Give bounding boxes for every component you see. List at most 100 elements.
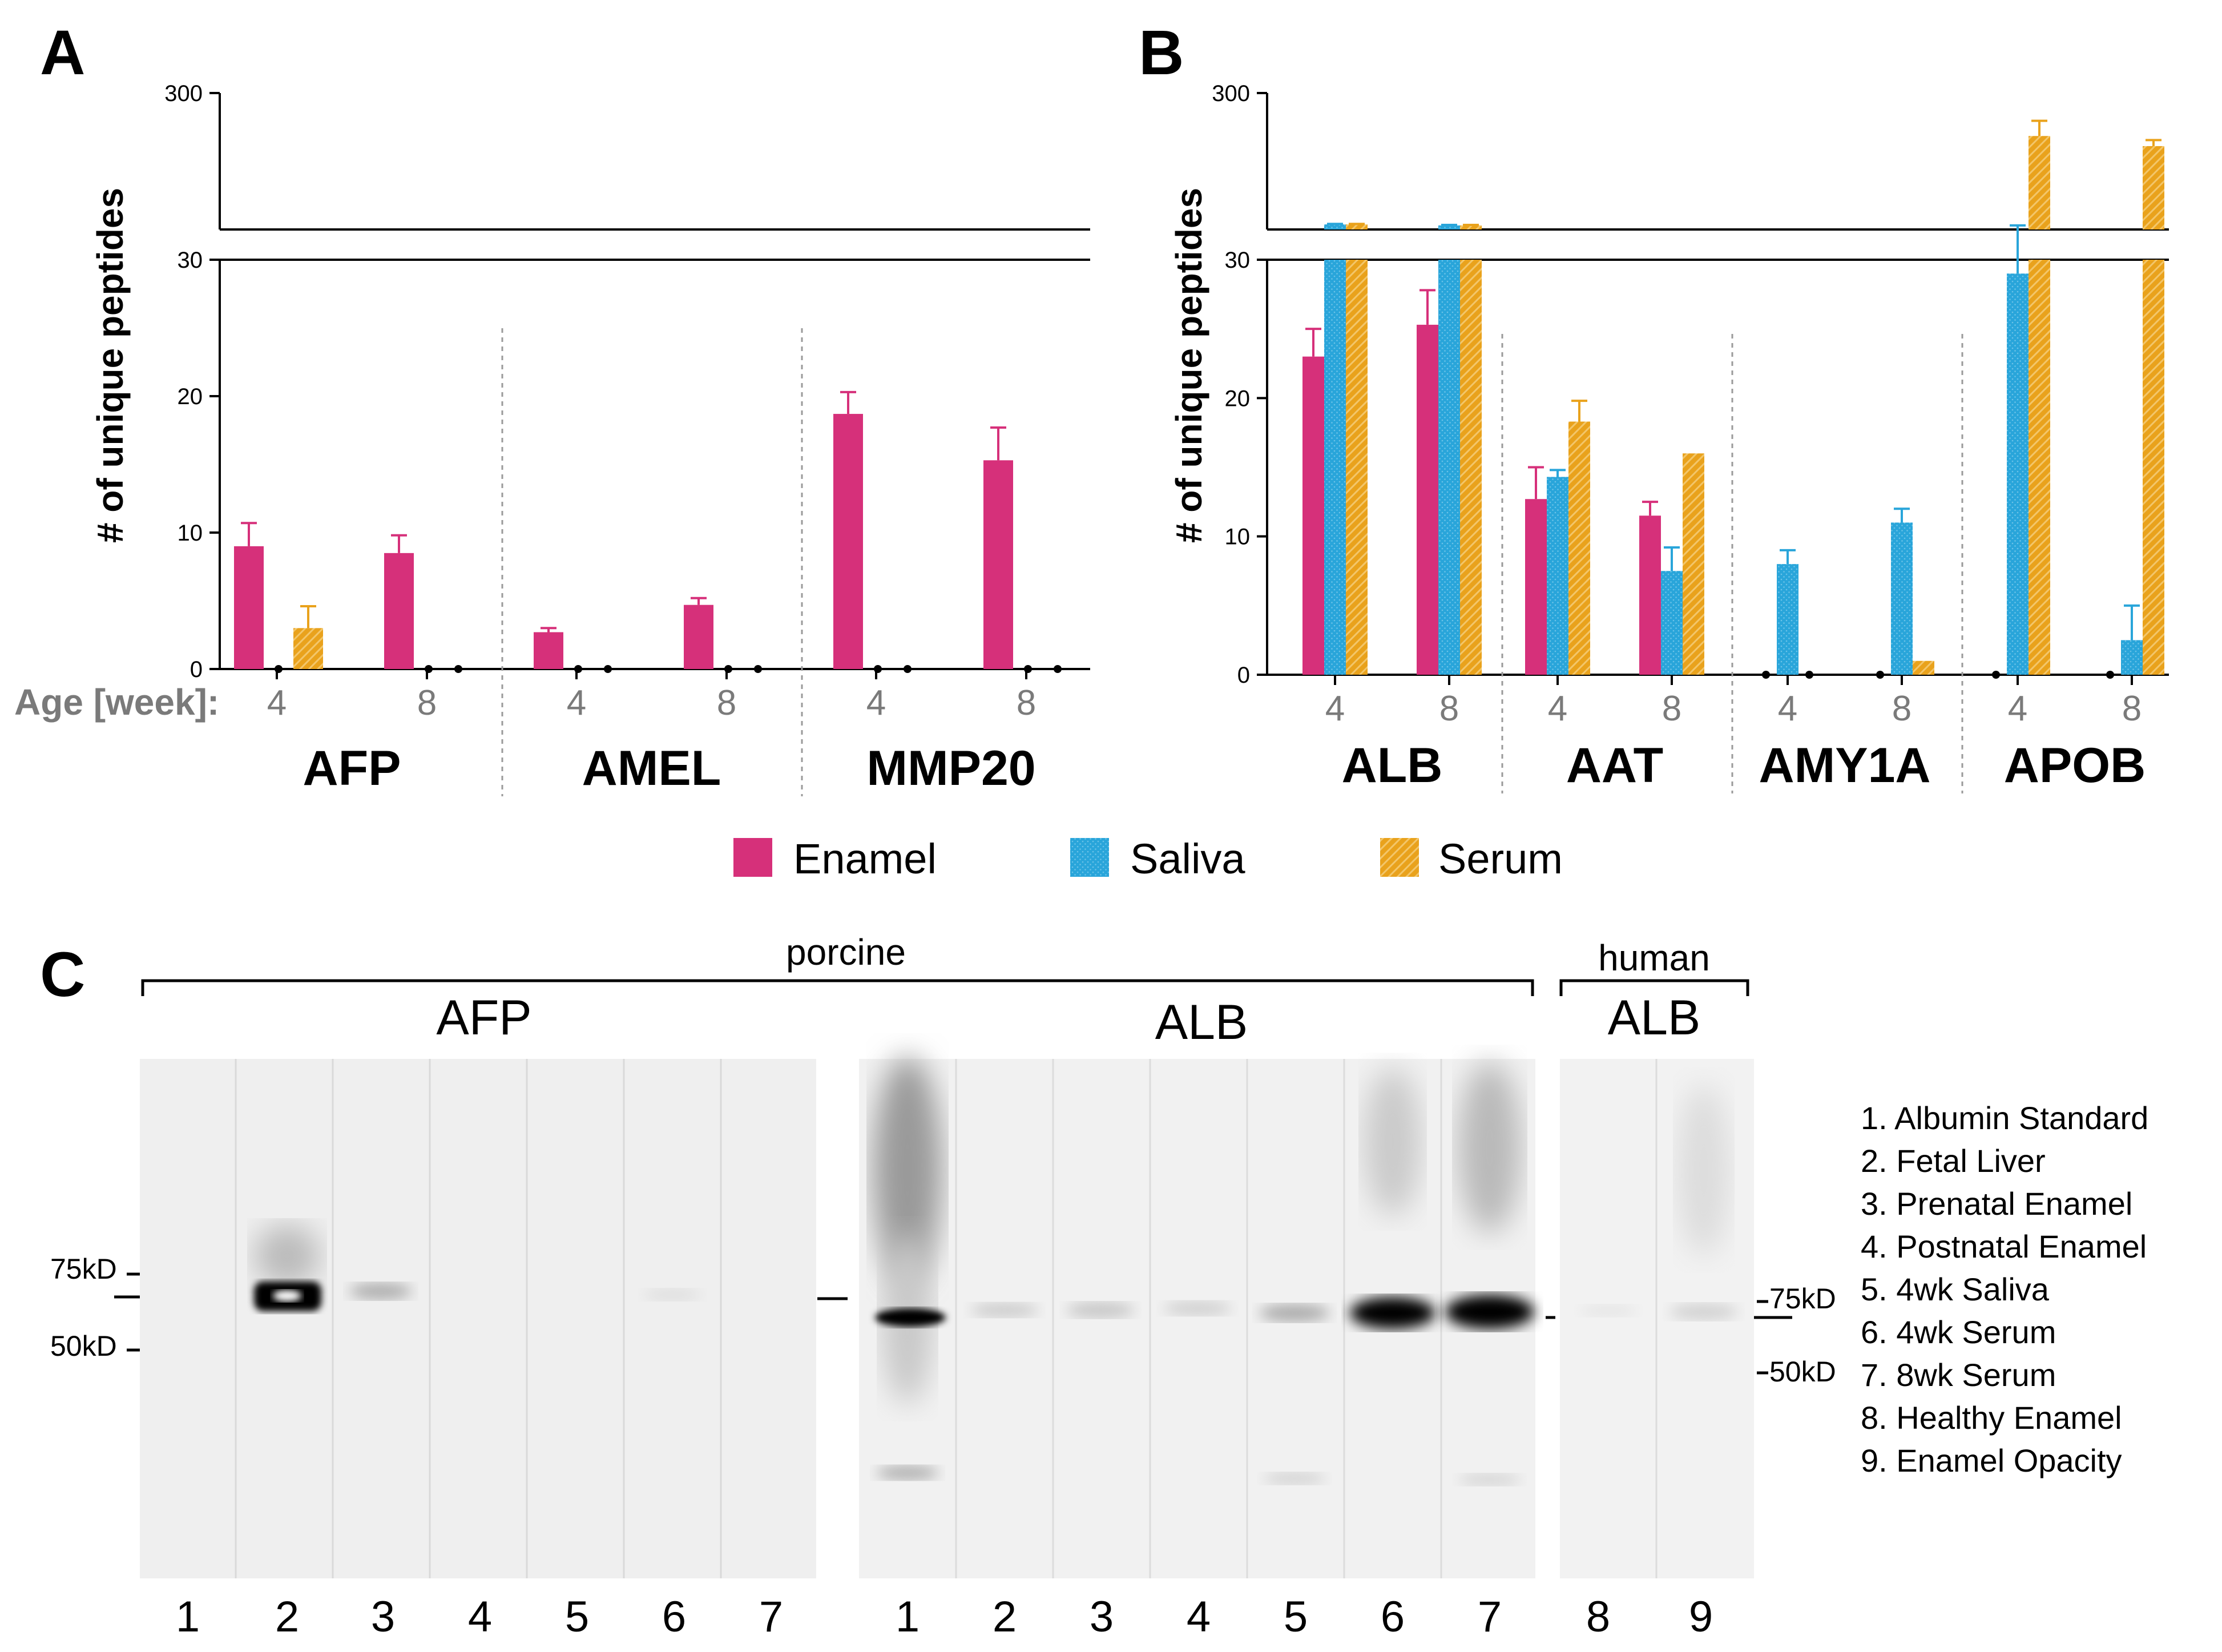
y-tick-label: 0 (190, 657, 203, 682)
lane-number: 1 (896, 1593, 920, 1641)
blot-title-alb-human: ALB (1608, 990, 1701, 1045)
zero-point (604, 665, 612, 673)
zero-point (1024, 665, 1032, 673)
lane-number: 3 (1090, 1593, 1114, 1641)
group-label-amy1a: AMY1A (1759, 738, 1930, 793)
zero-point (1054, 665, 1062, 673)
y-tick-label: 300 (1212, 81, 1250, 106)
bar-aat-4-serum (1568, 421, 1590, 675)
lane-number: 3 (371, 1593, 395, 1641)
sample-key-item: 9. Enamel Opacity (1861, 1443, 2122, 1478)
x-tick-label: 4 (2008, 689, 2027, 728)
y-tick-label: 30 (178, 248, 203, 273)
legend-swatch-enamel (733, 838, 772, 877)
bar-mmp20-4-enamel (833, 414, 863, 669)
afp-blot (140, 1059, 816, 1578)
panel-letter-c: C (40, 940, 85, 1010)
zero-point (1992, 671, 2000, 679)
human-marker-75: 75kD (1769, 1283, 1836, 1315)
group-label-mmp20: MMP20 (866, 741, 1035, 796)
zero-point (754, 665, 762, 673)
zero-point (574, 665, 582, 673)
chart-a: 0 10 20 30 300 # of unique peptides Age [week]… (14, 81, 1090, 796)
human-bracket (1559, 979, 1749, 996)
zero-point (1805, 671, 1813, 679)
x-tick-label: 8 (417, 683, 437, 723)
group-label-alb: ALB (1342, 738, 1443, 793)
bar-apob-4-saliva (2007, 273, 2029, 675)
sample-key-item: 8. Healthy Enamel (1861, 1400, 2122, 1436)
bar-apob-4-serum (2029, 260, 2050, 675)
bar-amel-8-enamel (684, 605, 713, 669)
bar-aat-4-saliva (1547, 477, 1568, 675)
x-tick-label: 8 (1892, 689, 1912, 728)
legend-label-serum: Serum (1438, 835, 1563, 883)
bar-amy1a-4-saliva (1777, 564, 1798, 675)
zero-point (2106, 671, 2114, 679)
bar-alb-4-serum (1346, 260, 1368, 675)
bar-aat-4-enamel (1525, 499, 1547, 675)
y-tick-label: 300 (164, 81, 203, 106)
x-tick-label: 8 (1439, 689, 1459, 728)
x-tick-label: 4 (866, 683, 886, 723)
group-label-afp: AFP (303, 741, 401, 796)
bar-upper-alb-4-saliva (1324, 224, 1346, 229)
human-label: human (1598, 937, 1710, 978)
y-tick-label: 20 (178, 384, 203, 409)
bar-alb-8-saliva (1438, 260, 1460, 675)
bar-upper-alb-8-serum (1460, 225, 1482, 229)
legend-label-saliva: Saliva (1130, 835, 1245, 883)
lane-number: 4 (468, 1593, 492, 1641)
sample-key-item: 3. Prenatal Enamel (1861, 1186, 2132, 1222)
zero-point (1876, 671, 1884, 679)
x-tick-label: 8 (717, 683, 736, 723)
bar-apob-8-serum (2143, 260, 2164, 675)
lane-number: 6 (1381, 1593, 1405, 1641)
y-tick-label: 20 (1225, 386, 1251, 411)
afp-marker-50: 50kD (50, 1330, 117, 1362)
zero-point (724, 665, 732, 673)
x-tick-label: 8 (2122, 689, 2142, 728)
x-tick-label: 4 (1548, 689, 1567, 728)
legend-label-enamel: Enamel (793, 835, 937, 883)
bar-amy1a-8-serum (1913, 660, 1934, 675)
bar-alb-8-serum (1460, 260, 1482, 675)
bar-alb-8-enamel (1417, 324, 1438, 675)
sample-key-item: 1. Albumin Standard (1861, 1100, 2148, 1136)
bar-mmp20-8-enamel (983, 460, 1013, 669)
bar-aat-8-serum (1683, 453, 1704, 675)
y-axis-label: # of unique peptides (1168, 188, 1209, 543)
lane-number: 4 (1187, 1593, 1211, 1641)
lane-number: 8 (1586, 1593, 1610, 1641)
x-tick-label: 4 (1325, 689, 1345, 728)
x-tick-label: 4 (567, 683, 586, 723)
group-label-amel: AMEL (582, 741, 721, 796)
y-tick-label: 0 (1237, 663, 1250, 688)
x-axis-label: Age [week]: (14, 682, 219, 723)
porcine-bracket (141, 979, 1534, 996)
lane-number: 9 (1689, 1593, 1713, 1641)
zero-point (1762, 671, 1770, 679)
legend: Enamel Saliva Serum (733, 835, 1563, 883)
x-tick-label: 8 (1662, 689, 1681, 728)
lane-number: 5 (565, 1593, 589, 1641)
bar-amy1a-8-saliva (1891, 522, 1913, 675)
alb-porcine-blot (859, 1056, 1535, 1578)
bar-upper-alb-4-serum (1346, 224, 1368, 229)
zero-point (275, 665, 283, 673)
lane-number: 7 (1478, 1593, 1502, 1641)
blot-title-alb-porcine: ALB (1155, 995, 1248, 1050)
bar-upper-apob-4-serum (2029, 136, 2050, 229)
zero-point (874, 665, 882, 673)
bar-afp-8-enamel (384, 553, 414, 669)
human-marker-50: 50kD (1769, 1356, 1836, 1388)
legend-swatch-saliva (1070, 838, 1109, 877)
y-tick-label: 30 (1225, 248, 1251, 273)
bar-aat-8-saliva (1661, 571, 1683, 675)
lane-number: 2 (993, 1593, 1017, 1641)
sample-key-item: 5. 4wk Saliva (1861, 1271, 2050, 1307)
sample-key-item: 2. Fetal Liver (1861, 1143, 2046, 1179)
lane-number: 5 (1284, 1593, 1308, 1641)
group-label-apob: APOB (2004, 738, 2146, 793)
